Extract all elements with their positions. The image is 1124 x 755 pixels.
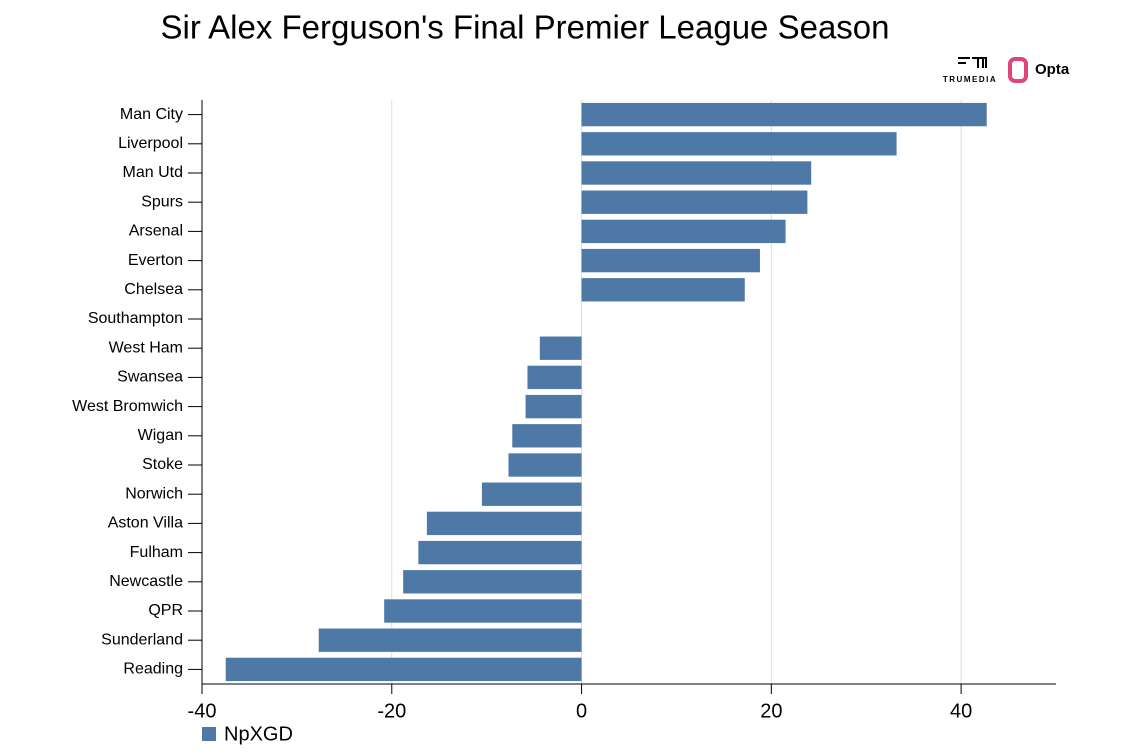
y-tick-label: Arsenal bbox=[129, 223, 183, 240]
y-tick-label: Liverpool bbox=[118, 135, 183, 152]
y-tick-label: Man City bbox=[120, 106, 183, 123]
y-tick-label: Fulham bbox=[130, 544, 183, 561]
bar bbox=[527, 365, 582, 390]
y-tick-label: Aston Villa bbox=[108, 515, 183, 532]
x-tick-label: 40 bbox=[950, 700, 972, 722]
y-tick-label: Spurs bbox=[141, 193, 183, 210]
x-tick-label: 0 bbox=[576, 700, 587, 722]
bar bbox=[318, 628, 582, 652]
x-tick-label: -20 bbox=[377, 700, 406, 722]
bar bbox=[481, 482, 582, 506]
y-tick-label: Reading bbox=[123, 661, 183, 678]
bar bbox=[581, 190, 808, 214]
bar bbox=[384, 599, 582, 623]
chart-title: Sir Alex Ferguson's Final Premier League… bbox=[160, 9, 889, 46]
bar bbox=[225, 657, 582, 682]
x-tick-label: -40 bbox=[188, 700, 217, 722]
opta-logo: Opta bbox=[1008, 57, 1070, 83]
y-tick-label: Everton bbox=[128, 252, 183, 269]
y-tick-label: Chelsea bbox=[124, 281, 183, 298]
bar bbox=[581, 248, 760, 273]
bar bbox=[581, 219, 786, 244]
bar bbox=[403, 570, 582, 594]
bar bbox=[512, 424, 582, 448]
bar bbox=[418, 540, 582, 565]
legend-label: NpXGD bbox=[224, 723, 293, 745]
x-tick-label: 20 bbox=[760, 700, 782, 722]
opta-icon bbox=[1008, 57, 1028, 83]
y-tick-label: QPR bbox=[148, 602, 183, 619]
y-tick-label: Man Utd bbox=[123, 164, 183, 181]
y-tick-label: Wigan bbox=[138, 427, 183, 444]
trumedia-icon bbox=[958, 57, 987, 68]
bar bbox=[539, 336, 582, 360]
y-tick-label: Norwich bbox=[125, 485, 183, 502]
bar bbox=[581, 132, 897, 156]
y-tick-label: West Bromwich bbox=[72, 398, 183, 415]
y-tick-label: Swansea bbox=[117, 369, 183, 386]
logo-text: Opta bbox=[1035, 61, 1070, 78]
y-tick-label: Stoke bbox=[142, 456, 183, 473]
y-tick-label: Southampton bbox=[88, 310, 183, 327]
bar bbox=[525, 394, 582, 419]
trumedia-logo: TRUMEDIA bbox=[943, 57, 997, 84]
y-tick-label: Sunderland bbox=[101, 631, 183, 648]
bar bbox=[581, 161, 812, 185]
bar bbox=[508, 453, 582, 477]
y-tick-label: West Ham bbox=[109, 339, 183, 356]
bar bbox=[581, 102, 987, 127]
y-tick-label: Newcastle bbox=[109, 573, 183, 590]
legend-swatch bbox=[202, 727, 216, 741]
bar bbox=[426, 511, 582, 536]
logo-text: TRUMEDIA bbox=[943, 75, 997, 84]
bar bbox=[581, 278, 745, 302]
